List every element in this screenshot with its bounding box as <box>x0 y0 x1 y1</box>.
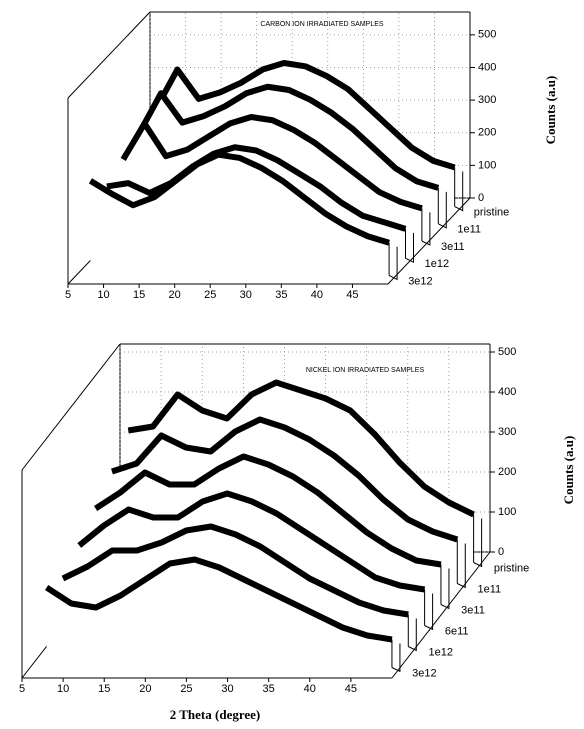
series-line <box>153 60 456 171</box>
ribbon-edge <box>388 242 398 281</box>
y-tick-label: 500 <box>498 346 516 358</box>
y-axis-label: Counts (a.u) <box>561 436 576 505</box>
x-tick-label: 15 <box>98 683 110 695</box>
chart-title: CARBON ION IRRADIATED SAMPLES <box>260 21 384 28</box>
ribbon-edge <box>473 514 483 568</box>
series-line <box>61 523 409 618</box>
x-tick-label: 10 <box>57 683 69 695</box>
legend-label: pristine <box>494 562 529 574</box>
y-tick-label: 500 <box>478 29 496 41</box>
legend-label: 1e12 <box>429 646 453 658</box>
x-tick-label: 10 <box>97 289 109 301</box>
ribbon-edge <box>440 564 450 610</box>
chart-title: NICKEL ION IRRADIATED SAMPLES <box>306 367 425 374</box>
series-line <box>77 490 426 593</box>
x-tick-label: 25 <box>180 683 192 695</box>
series-fill <box>90 154 390 276</box>
series-fill <box>46 559 392 668</box>
ribbon-edge <box>407 614 417 652</box>
series-line <box>111 416 459 543</box>
series-line <box>120 114 423 212</box>
x-tick-label: 35 <box>275 289 287 301</box>
series-line <box>44 556 393 643</box>
series-line <box>93 453 442 568</box>
legend-label: 1e11 <box>457 224 481 236</box>
x-axis-label: 2 Theta (degree) <box>170 707 261 722</box>
series-line <box>106 144 407 232</box>
x-tick-label: 40 <box>304 683 316 695</box>
y-tick-label: 200 <box>478 127 496 139</box>
y-tick-label: 300 <box>478 94 496 106</box>
x-tick-label: 40 <box>311 289 323 301</box>
x-tick-label: 35 <box>263 683 275 695</box>
legend-label: pristine <box>474 207 509 219</box>
ribbon-edge <box>437 187 447 229</box>
y-tick-label: 400 <box>478 61 496 73</box>
ribbon-edge <box>404 228 414 264</box>
x-tick-label: 45 <box>345 683 357 695</box>
x-tick-label: 5 <box>65 289 71 301</box>
legend-label: 1e11 <box>478 583 502 595</box>
ribbon-edge <box>421 208 431 246</box>
ribbon-edge <box>424 589 434 631</box>
y-tick-label: 100 <box>478 159 496 171</box>
y-tick-label: 300 <box>498 426 516 438</box>
legend-label: 6e11 <box>445 625 469 637</box>
floor-right <box>391 551 491 679</box>
legend-label: 3e12 <box>412 667 436 679</box>
legend-label: 3e11 <box>461 604 485 616</box>
y-tick-label: 200 <box>498 466 516 478</box>
series-line <box>88 151 390 246</box>
y-tick-label: 0 <box>498 546 504 558</box>
x-tick-label: 5 <box>19 683 25 695</box>
y-tick-label: 100 <box>498 506 516 518</box>
ribbon-edge <box>456 539 466 589</box>
y-axis-label: Counts (a.u) <box>543 76 558 145</box>
legend-label: 1e12 <box>425 258 449 270</box>
wall-top-left <box>67 11 151 99</box>
wall-top-left <box>21 343 121 471</box>
x-tick-label: 30 <box>221 683 233 695</box>
x-tick-label: 20 <box>139 683 151 695</box>
series-line <box>127 379 475 518</box>
legend-label: 3e11 <box>441 241 465 253</box>
y-tick-label: 0 <box>478 192 484 204</box>
ribbon-edge <box>454 167 464 212</box>
ribbon-edge <box>391 639 401 673</box>
x-tick-label: 15 <box>133 289 145 301</box>
x-tick-label: 45 <box>346 289 358 301</box>
x-tick-label: 25 <box>204 289 216 301</box>
legend-label: 3e12 <box>408 275 432 287</box>
x-tick-label: 20 <box>169 289 181 301</box>
series-line <box>136 83 440 191</box>
x-tick-label: 30 <box>240 289 252 301</box>
floor-right <box>387 197 471 285</box>
y-tick-label: 400 <box>498 386 516 398</box>
